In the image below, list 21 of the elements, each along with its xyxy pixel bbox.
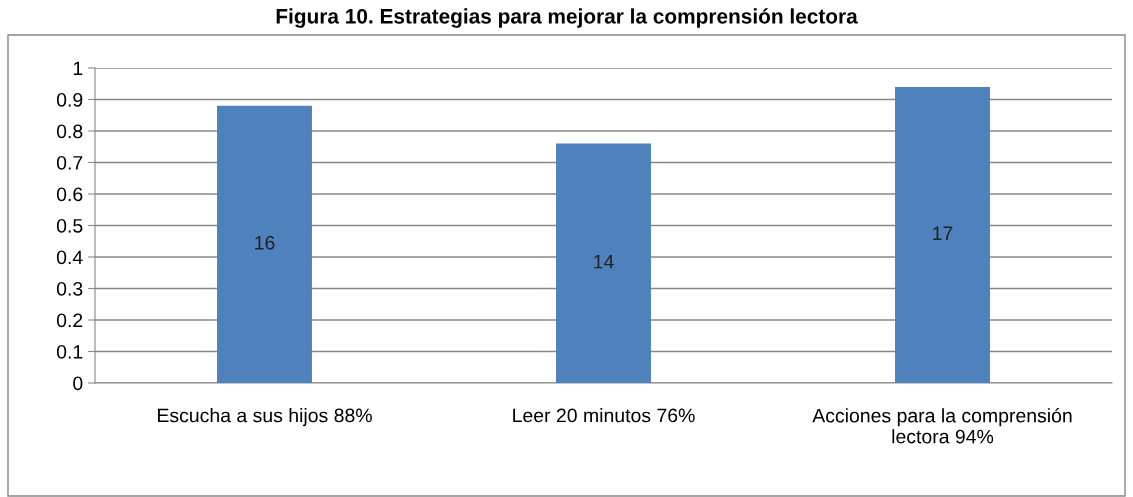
y-tick-label: 0.3 — [56, 281, 83, 296]
y-tick-label: 0.2 — [56, 313, 83, 328]
chart-title: Figura 10. Estrategias para mejorar la comprensión lectora — [276, 8, 858, 28]
y-tick-label: 0.4 — [56, 250, 83, 265]
y-tick-label: 0.7 — [56, 155, 83, 170]
x-tick-label: Leer 20 minutos 76% — [513, 408, 695, 423]
annotation: 17 — [933, 226, 953, 240]
bar — [217, 105, 312, 383]
annotation: 16 — [255, 235, 275, 250]
bar — [895, 86, 990, 383]
y-tick-label: 0 — [73, 376, 83, 391]
annotation: 14 — [594, 254, 614, 269]
y-tick-label: 0.9 — [56, 92, 83, 107]
bar — [556, 143, 651, 383]
y-tick-label: 0.6 — [56, 187, 83, 202]
y-tick-label: 1 — [73, 61, 83, 76]
y-tick-label: 0.1 — [56, 344, 83, 359]
x-tick-label: Escucha a sus hijos 88% — [158, 408, 372, 427]
y-tick-label: 0.5 — [56, 218, 83, 233]
y-tick-label: 0.8 — [56, 124, 83, 139]
x-tick-label: Acciones para la comprensión lectora 94% — [812, 408, 1072, 444]
